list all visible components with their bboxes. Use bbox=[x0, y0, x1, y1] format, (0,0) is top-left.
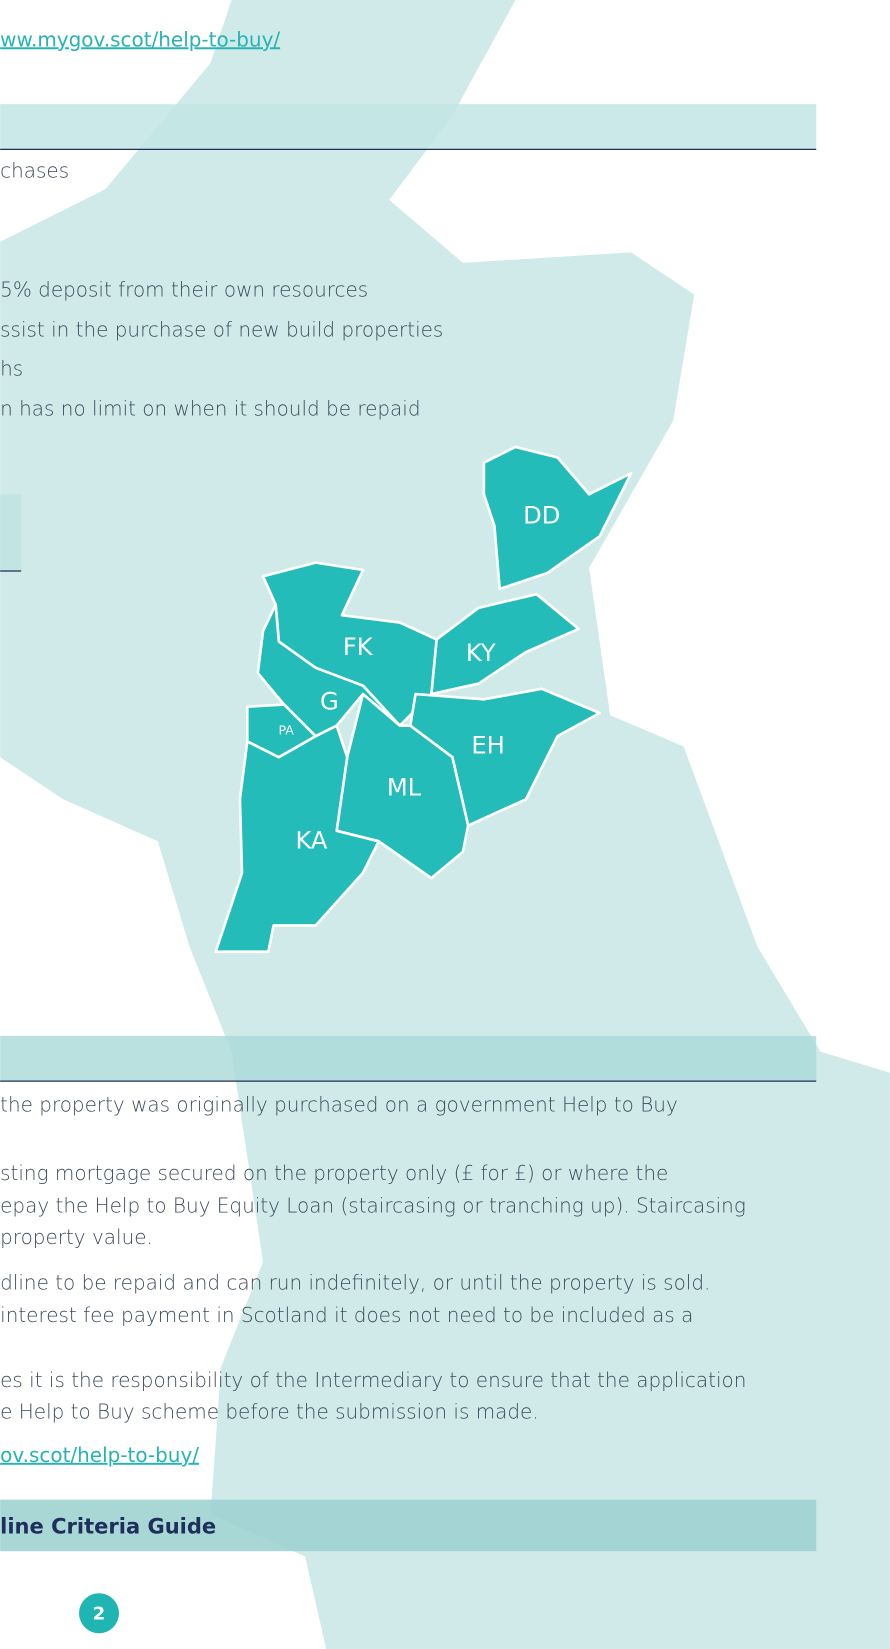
text-line: sting mortgage secured on the property o… bbox=[0, 1161, 668, 1185]
text-line: es it is the responsibility of the Inter… bbox=[0, 1368, 746, 1392]
region bbox=[214, 724, 381, 954]
region-label: DD bbox=[523, 501, 560, 529]
text-line: n has no limit on when it should be repa… bbox=[0, 396, 420, 420]
text-line: the property was originally purchased on… bbox=[0, 1093, 678, 1117]
text-line: 5% deposit from their own resources bbox=[0, 278, 368, 302]
text-line: interest fee payment in Scotland it does… bbox=[0, 1303, 693, 1327]
text-line: epay the Help to Buy Equity Loan (stairc… bbox=[0, 1194, 746, 1218]
text-line: property value. bbox=[0, 1225, 153, 1249]
region-label: ML bbox=[387, 774, 422, 802]
region bbox=[482, 445, 633, 591]
region-label: FK bbox=[343, 633, 374, 661]
page-badge bbox=[79, 1593, 119, 1634]
link[interactable]: ov.scot/help-to-buy/ bbox=[0, 1443, 199, 1467]
region bbox=[245, 703, 317, 759]
section-band bbox=[0, 104, 817, 150]
section-band bbox=[0, 494, 22, 572]
footer-band bbox=[0, 1499, 817, 1552]
text-line: ssist in the purchase of new build prope… bbox=[0, 318, 443, 342]
link[interactable]: ww.mygov.scot/help-to-buy/ bbox=[0, 27, 280, 51]
page-number: 2 bbox=[93, 1603, 105, 1624]
region-label: EH bbox=[471, 732, 504, 760]
region-label: KY bbox=[466, 639, 496, 667]
footer-title: line Criteria Guide bbox=[0, 1513, 216, 1538]
text-line: chases bbox=[0, 159, 69, 183]
section-band bbox=[0, 1035, 817, 1082]
region-label: KA bbox=[295, 826, 327, 854]
text-line: dline to be repaid and can run indefinit… bbox=[0, 1270, 710, 1294]
text-line: e Help to Buy scheme before the submissi… bbox=[0, 1400, 539, 1424]
region-label: PA bbox=[278, 722, 294, 737]
region-label: G bbox=[320, 688, 339, 716]
text-line: hs bbox=[0, 356, 23, 380]
region bbox=[256, 603, 402, 738]
